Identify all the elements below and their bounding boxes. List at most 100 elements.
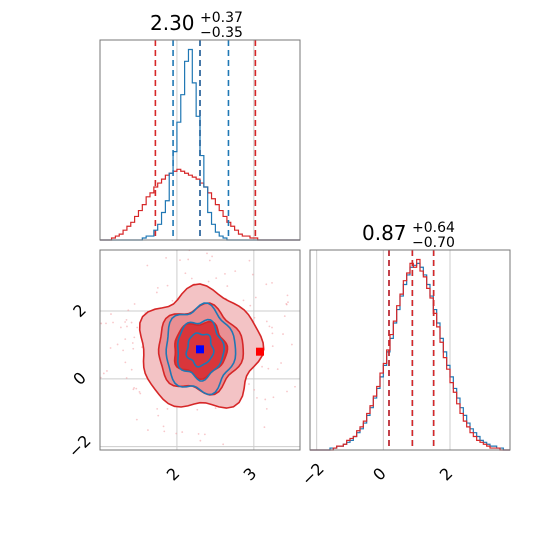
scatter-point: [286, 294, 289, 297]
scatter-point: [271, 281, 273, 284]
histogram-series-line: [310, 262, 510, 451]
scatter-point: [197, 433, 200, 435]
contour-blue-level: [165, 302, 237, 396]
scatter-point: [132, 388, 135, 391]
scatter-point: [147, 429, 149, 431]
scatter-point: [271, 326, 273, 329]
scatter-point: [285, 303, 288, 306]
scatter-point: [136, 326, 139, 329]
scatter-point: [203, 433, 206, 436]
scatter-point: [156, 286, 159, 289]
x-tick-label: 2: [436, 464, 457, 485]
scatter-point: [265, 408, 268, 410]
scatter-point: [234, 270, 237, 273]
scatter-point: [110, 313, 112, 315]
scatter-point: [163, 430, 166, 433]
scatter-point: [124, 338, 127, 341]
scatter-point: [206, 252, 208, 255]
scatter-point: [253, 316, 256, 319]
scatter-point: [166, 284, 169, 287]
title-param-1-minus: −0.35: [200, 25, 243, 41]
title-param-2-minus: −0.70: [412, 235, 455, 251]
scatter-point: [102, 372, 105, 375]
scatter-point: [166, 408, 169, 410]
scatter-point: [207, 280, 210, 283]
marginal-panel-1: [99, 39, 301, 241]
scatter-point: [184, 272, 187, 275]
scatter-point: [226, 285, 229, 287]
scatter-point: [119, 326, 122, 329]
scatter-point: [271, 332, 274, 335]
scatter-point: [135, 387, 138, 390]
scatter-point: [146, 264, 149, 267]
scatter-point: [190, 277, 193, 280]
scatter-point: [130, 368, 133, 371]
scatter-point: [100, 322, 103, 325]
scatter-point: [249, 304, 252, 307]
scatter-point: [124, 361, 127, 364]
scatter-point: [265, 320, 268, 323]
scatter-point: [276, 368, 279, 371]
scatter-point: [224, 273, 226, 275]
scatter-point: [106, 370, 108, 372]
scatter-point: [138, 391, 141, 393]
scatter-point: [214, 407, 217, 409]
scatter-point: [248, 259, 251, 262]
scatter-point: [187, 258, 190, 261]
scatter-point: [294, 385, 296, 388]
scatter-point: [254, 296, 257, 299]
joint-panel: 2 3 −2 0 2: [65, 249, 301, 485]
scatter-point: [126, 325, 128, 328]
scatter-point: [157, 414, 160, 417]
x-tick-label: 0: [369, 464, 390, 485]
scatter-point: [109, 347, 112, 349]
scatter-point: [287, 301, 289, 304]
scatter-point: [282, 333, 284, 335]
scatter-point: [263, 426, 266, 429]
scatter-point: [181, 431, 184, 433]
title-param-1-value: 2.30: [150, 11, 195, 35]
histogram-series-line: [310, 258, 510, 451]
y-tick-label: −2: [65, 431, 95, 461]
scatter-point: [156, 407, 159, 410]
scatter-point: [242, 299, 245, 302]
scatter-point: [222, 443, 225, 446]
scatter-point: [130, 321, 133, 324]
scatter-point: [248, 383, 250, 385]
scatter-point: [283, 315, 286, 317]
scatter-point: [272, 396, 275, 399]
y-tick-label: 0: [69, 368, 90, 389]
panel-frame: [309, 249, 511, 451]
scatter-point: [264, 398, 267, 401]
scatter-point: [125, 319, 128, 321]
scatter-point: [261, 365, 263, 368]
scatter-point: [131, 342, 134, 344]
scatter-point: [208, 259, 211, 262]
title-param-1-plus: +0.37: [200, 10, 243, 26]
truth-marker: [196, 345, 204, 354]
scatter-point: [267, 367, 270, 370]
scatter-point: [196, 408, 199, 411]
scatter-point: [133, 336, 136, 339]
scatter-point: [105, 322, 107, 325]
scatter-point: [253, 388, 256, 391]
contour-blue-level: [176, 318, 226, 382]
scatter-point: [215, 277, 218, 280]
scatter-point: [133, 386, 136, 389]
x-tick-label: −2: [298, 459, 328, 489]
scatter-point: [127, 309, 130, 312]
scatter-point: [251, 273, 254, 276]
scatter-point: [165, 256, 167, 259]
y-tick-label: 2: [69, 300, 90, 321]
scatter-point: [133, 303, 136, 305]
panel-frame: [99, 39, 301, 241]
scatter-point: [162, 425, 165, 428]
scatter-point: [271, 345, 274, 348]
contour-blue-level: [185, 332, 215, 368]
scatter-point: [124, 321, 127, 323]
scatter-point: [265, 283, 268, 286]
title-param-2-value: 0.87: [362, 221, 407, 245]
x-tick-label: 2: [163, 464, 184, 485]
scatter-point: [155, 291, 158, 294]
